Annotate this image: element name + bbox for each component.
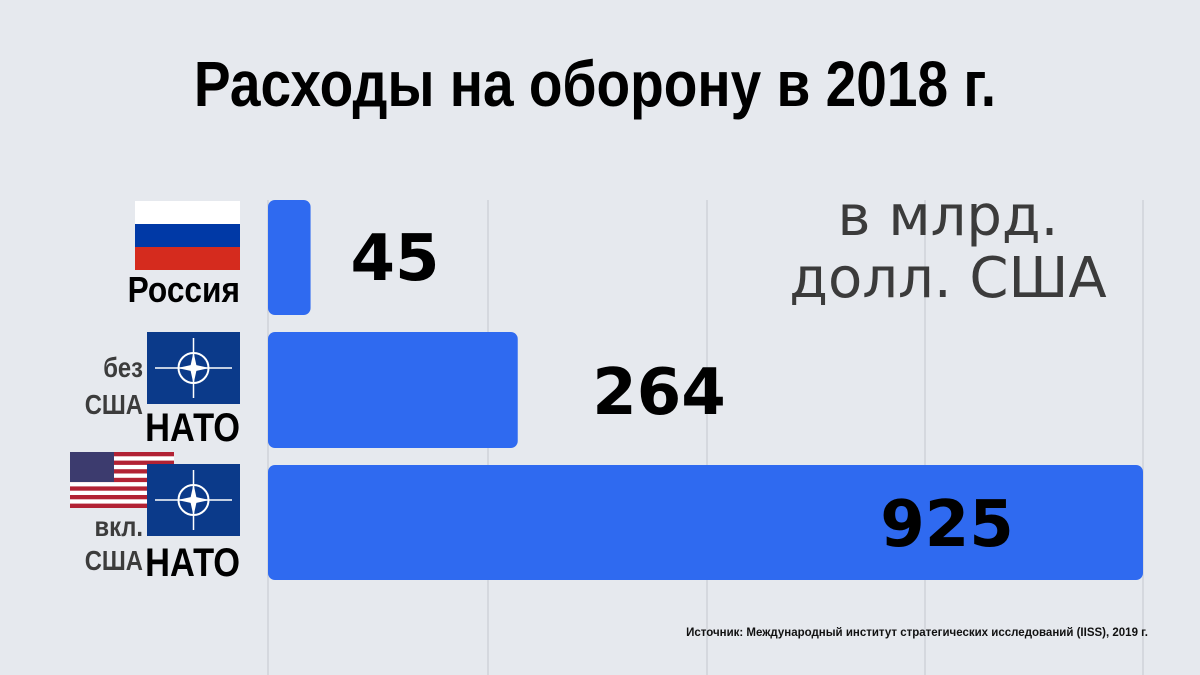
category-label-top: вкл. [94,510,143,542]
category-label-bottom: НАТО [145,540,240,585]
category-label-mid: США [85,544,143,576]
nato-flag-icon [147,464,240,536]
us-flag-icon [70,452,174,508]
value-label: 45 [350,222,439,296]
category-label-top: без [103,351,143,383]
unit-label: в млрд. долл. США [789,184,1107,311]
bar [268,332,518,448]
bar [268,465,1143,580]
category-label-russia: Россия [128,270,240,310]
nato-flag-icon [147,332,240,404]
value-label: 264 [592,356,726,430]
source-note: Источник: Международный институт стратег… [686,627,1148,639]
category-label-bottom: НАТО [145,405,240,450]
value-label: 925 [880,488,1014,562]
value-labels: 45 264 925 [350,222,1013,562]
category-label-mid: США [85,388,143,420]
russia-flag-icon [135,201,240,270]
chart-title: Расходы на оборону в 2018 г. [193,48,997,120]
bars [268,200,1143,580]
bar [268,200,311,315]
